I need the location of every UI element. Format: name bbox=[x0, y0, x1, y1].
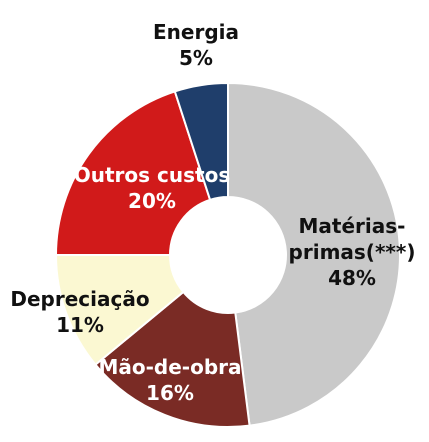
value-label: 20% bbox=[128, 189, 176, 213]
value-label: 16% bbox=[146, 381, 194, 405]
slice-label: Energia 5% bbox=[153, 19, 239, 71]
slice bbox=[227, 81, 402, 427]
category-label: Matérias-primas(***) bbox=[288, 214, 416, 264]
value-label: 11% bbox=[56, 313, 104, 337]
category-label: Depreciação bbox=[10, 287, 150, 311]
slice-label: Mão-de-obra 16% bbox=[98, 354, 241, 406]
slice-label: Outros custos 20% bbox=[74, 162, 230, 214]
category-label: Energia bbox=[153, 20, 239, 44]
value-label: 48% bbox=[328, 266, 376, 290]
category-label: Mão-de-obra bbox=[98, 355, 242, 379]
category-label: Outros custos bbox=[73, 163, 231, 187]
slice bbox=[173, 81, 229, 202]
slice bbox=[94, 290, 251, 428]
slice-label: Depreciação 11% bbox=[10, 286, 149, 338]
slice bbox=[54, 90, 212, 256]
value-label: 5% bbox=[179, 46, 213, 70]
slice-label: Matérias-primas(***) 48% bbox=[282, 213, 422, 291]
